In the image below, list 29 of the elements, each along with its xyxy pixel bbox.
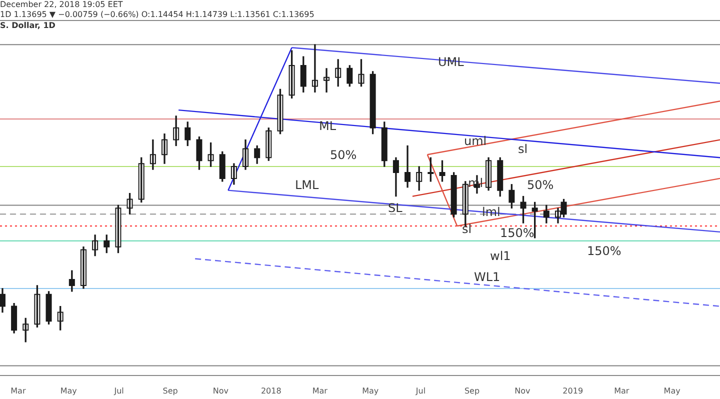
chart-title: S. Dollar, 1D	[0, 20, 720, 31]
x-tick-label: Mar	[10, 386, 26, 396]
annotation: WL1	[474, 269, 500, 285]
x-tick-label: 2019	[562, 386, 584, 396]
annotation: ML	[319, 118, 336, 134]
x-tick-label: Mar	[614, 386, 630, 396]
x-tick-label: Nov	[212, 386, 229, 396]
annotation: LML	[295, 177, 319, 193]
x-tick-label: Sep	[162, 386, 178, 396]
chart-subtitle: December 22, 2018 19:05 EET	[0, 0, 124, 10]
x-tick-label: Jul	[414, 386, 426, 396]
annotation: SL	[388, 200, 402, 216]
annotation: 150%	[500, 225, 534, 241]
x-tick-label: May	[362, 386, 379, 396]
annotation: 150%	[587, 243, 622, 259]
annotation: uml	[464, 133, 487, 149]
annotation: 50%	[527, 177, 554, 193]
x-tick-label: Nov	[514, 386, 530, 396]
annotation: 50%	[330, 147, 357, 163]
x-tick-label: 2018	[260, 386, 282, 396]
annotation: wl1	[490, 248, 511, 264]
x-tick-label: May	[664, 386, 681, 396]
annotation: sl	[462, 221, 472, 237]
text: 1D 1.13695 ▼ −0.00759 (−0.66%) O:1.14454 H:1.14739 L:1.13561 C:1.13695	[0, 10, 316, 20]
x-tick-label: Mar	[312, 386, 328, 396]
x-tick-label: May	[60, 386, 78, 396]
annotation: sl	[518, 141, 528, 157]
x-tick-label: Sep	[464, 386, 480, 396]
x-tick-label: Jul	[113, 386, 124, 396]
